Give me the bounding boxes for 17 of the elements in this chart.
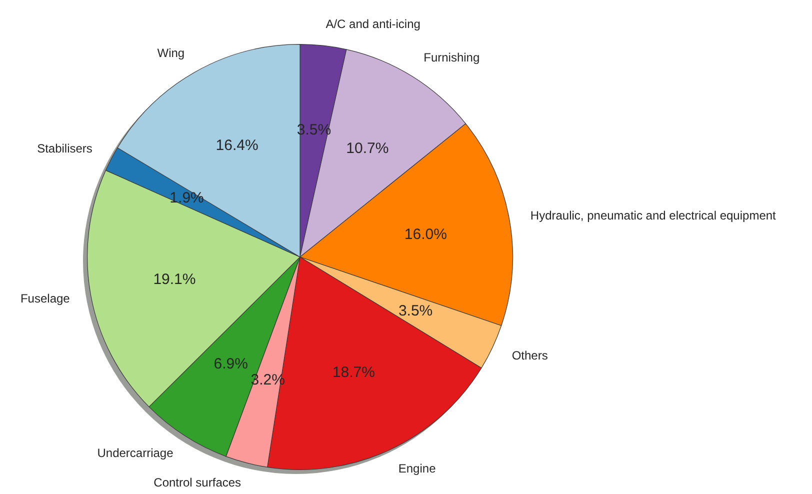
- data-label: 16.4%: [216, 137, 258, 154]
- data-label: 19.1%: [153, 271, 196, 288]
- slice-label: Undercarriage: [97, 446, 174, 460]
- slice-label: Fuselage: [20, 291, 70, 306]
- slice-label: A/C and anti-icing: [326, 16, 420, 31]
- data-label: 16.0%: [404, 226, 447, 243]
- slice-label: Stabilisers: [37, 141, 92, 156]
- data-label: 6.9%: [214, 355, 248, 372]
- data-label: 10.7%: [346, 140, 389, 157]
- slice-label: Wing: [157, 46, 185, 60]
- slice-label: Hydraulic, pneumatic and electrical equipment: [530, 208, 777, 223]
- data-label: 3.5%: [398, 302, 433, 320]
- slice-label: Others: [512, 348, 548, 363]
- slice-label: Engine: [398, 462, 436, 476]
- slice-label: Control surfaces: [154, 476, 242, 490]
- slice-label: Furnishing: [424, 50, 480, 65]
- data-label: 18.7%: [332, 364, 375, 381]
